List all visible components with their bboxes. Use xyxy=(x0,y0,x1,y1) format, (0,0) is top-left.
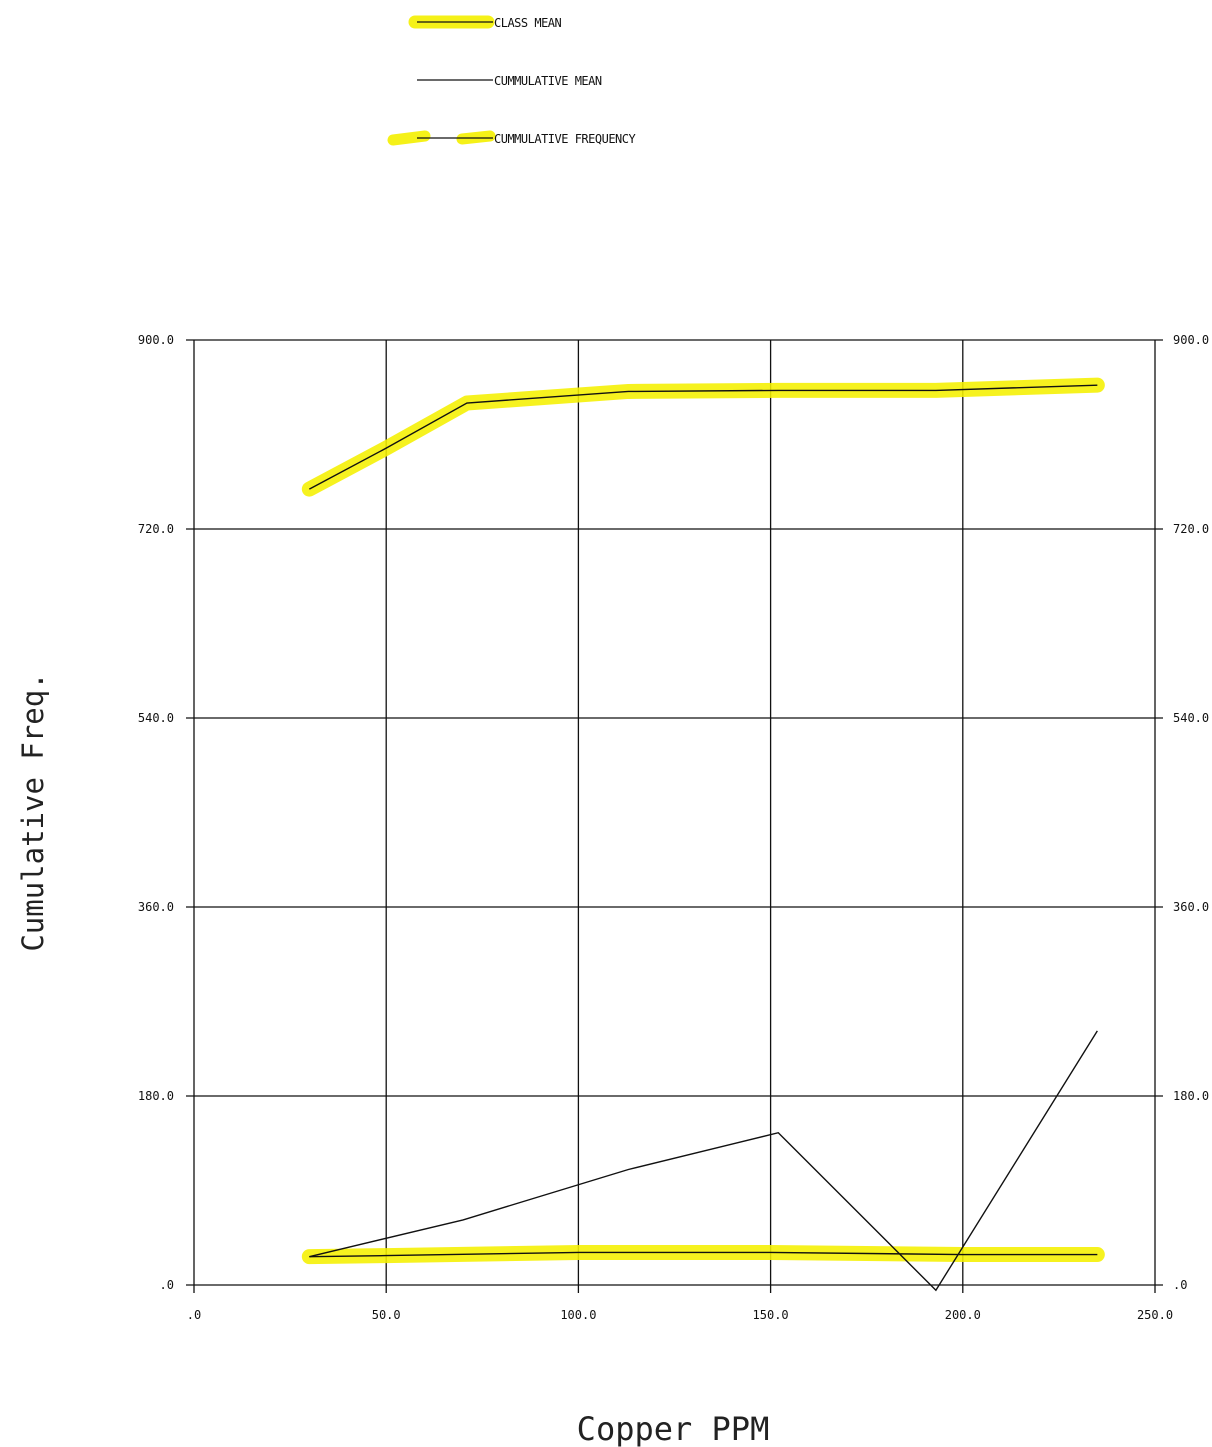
y-axis-title: Cumulative Freq. xyxy=(16,672,50,951)
y-tick-label-right: 180.0 xyxy=(1173,1089,1209,1103)
y-tick-label-left: 720.0 xyxy=(138,522,174,536)
y-tick-label-right: 720.0 xyxy=(1173,522,1209,536)
x-tick-label: 50.0 xyxy=(372,1308,401,1322)
y-tick-label-right: 360.0 xyxy=(1173,900,1209,914)
x-axis-title: Copper PPM xyxy=(577,1410,770,1447)
highlight-cummulative-frequency xyxy=(301,377,1105,497)
legend: CLASS MEAN CUMMULATIVE MEAN CUMMULATIVE … xyxy=(387,15,637,146)
y-tick-label-right: .0 xyxy=(1173,1278,1187,1292)
x-tick-label: 250.0 xyxy=(1137,1308,1173,1322)
legend-label-class-mean: CLASS MEAN xyxy=(494,16,562,30)
x-tick-label: 100.0 xyxy=(560,1308,596,1322)
legend-item-cummulative-frequency: CUMMULATIVE FREQUENCY xyxy=(387,130,637,146)
highlighter-marks xyxy=(301,377,1105,1265)
y-tick-label-left: 180.0 xyxy=(138,1089,174,1103)
legend-label-cummulative-mean: CUMMULATIVE MEAN xyxy=(494,74,602,88)
y-tick-label-left: 540.0 xyxy=(138,711,174,725)
y-tick-label-right: 540.0 xyxy=(1173,711,1209,725)
y-tick-label-left: 360.0 xyxy=(138,900,174,914)
x-tick-label: 200.0 xyxy=(945,1308,981,1322)
legend-item-class-mean: CLASS MEAN xyxy=(408,15,562,30)
series-line-class-mean xyxy=(309,1251,1098,1258)
legend-label-cummulative-frequency: CUMMULATIVE FREQUENCY xyxy=(494,132,636,146)
series-lines xyxy=(308,384,1098,1292)
series-line-cummulative-frequency xyxy=(308,384,1098,490)
y-tick-label-right: 900.0 xyxy=(1173,333,1209,347)
y-tick-label-left: 900.0 xyxy=(138,333,174,347)
legend-highlight-cummulative-frequency-1 xyxy=(387,130,431,146)
legend-item-cummulative-mean: CUMMULATIVE MEAN xyxy=(417,74,602,88)
tick-labels: .0 50.0 100.0 150.0 200.0 250.0 .0 .0 180.0 180.0… xyxy=(138,333,1209,1322)
series-line-cummulative-mean xyxy=(309,1030,1098,1292)
x-tick-label: .0 xyxy=(187,1308,201,1322)
y-tick-label-left: .0 xyxy=(160,1278,174,1292)
x-tick-label: 150.0 xyxy=(753,1308,789,1322)
